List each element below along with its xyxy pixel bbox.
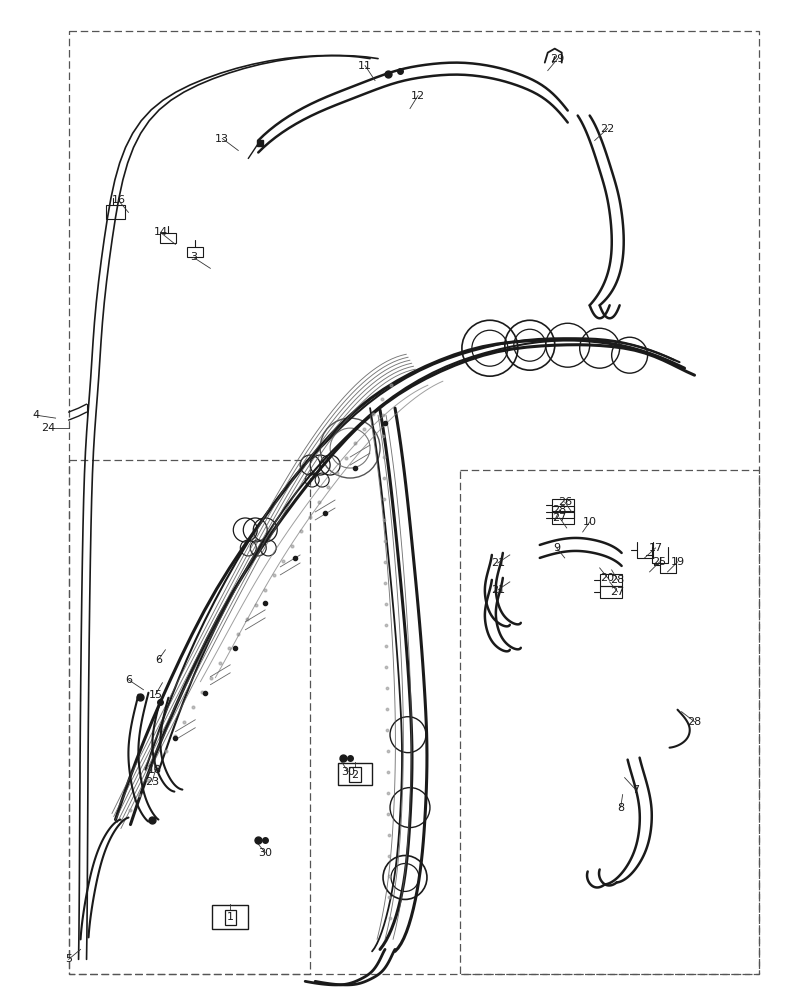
Text: 13: 13	[215, 134, 229, 144]
Text: 3: 3	[190, 252, 196, 262]
Text: 30: 30	[341, 767, 354, 777]
Bar	[551, 512, 573, 524]
Text: 28: 28	[687, 717, 701, 727]
Text: 5: 5	[65, 954, 72, 964]
Bar	[212, 905, 248, 929]
Bar	[105, 205, 126, 219]
Text: 10: 10	[582, 517, 596, 527]
Text: 27: 27	[610, 587, 624, 597]
Bar	[187, 247, 203, 257]
Text: 28: 28	[552, 505, 566, 515]
Text: 21: 21	[490, 585, 504, 595]
Text: 22: 22	[600, 124, 614, 134]
Bar	[161, 233, 176, 243]
Bar	[599, 574, 621, 586]
Text: 29: 29	[550, 54, 564, 64]
Text: 20: 20	[600, 573, 614, 583]
Bar	[337, 763, 371, 785]
Text: 27: 27	[552, 513, 566, 523]
Text: 18: 18	[147, 765, 161, 775]
Text: 17: 17	[648, 543, 662, 553]
Text: 25: 25	[652, 557, 666, 567]
Text: 15: 15	[148, 690, 162, 700]
Text: 14: 14	[153, 227, 167, 237]
Text: 1: 1	[226, 912, 234, 922]
Bar	[551, 506, 573, 518]
Text: 23: 23	[145, 777, 159, 787]
Text: 11: 11	[358, 61, 371, 71]
Text: 12: 12	[410, 91, 424, 101]
Text: 9: 9	[552, 543, 560, 553]
Text: 4: 4	[32, 410, 39, 420]
Text: 19: 19	[670, 557, 684, 567]
Text: 8: 8	[616, 803, 624, 813]
Text: 21: 21	[490, 558, 504, 568]
Text: 24: 24	[41, 423, 56, 433]
Text: 6: 6	[125, 675, 132, 685]
Bar	[599, 586, 621, 598]
Text: 2: 2	[351, 770, 358, 780]
Text: 26: 26	[557, 497, 571, 507]
Text: 7: 7	[631, 785, 638, 795]
Text: 30: 30	[258, 848, 272, 858]
Bar	[551, 499, 573, 511]
Text: 6: 6	[155, 655, 161, 665]
Text: 28: 28	[610, 575, 624, 585]
Text: 16: 16	[111, 195, 126, 205]
